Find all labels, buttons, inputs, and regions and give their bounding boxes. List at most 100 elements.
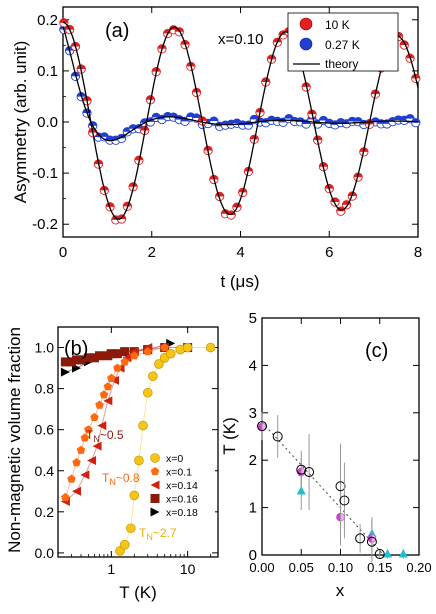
x-tick-label: 0.00 bbox=[249, 560, 274, 575]
marker-fill bbox=[250, 135, 259, 140]
panel-a: 0 2 4 6 8 -0.2 -0.1 0.0 0.1 0.2 (a) x=0.10 10 K 0… bbox=[11, 6, 422, 291]
marker-fill bbox=[151, 113, 161, 118]
marker-fill bbox=[128, 182, 138, 187]
marker-pentagon bbox=[84, 425, 93, 434]
legend-label: x=0.18 bbox=[166, 507, 198, 519]
legend-label: x=0.14 bbox=[166, 480, 198, 492]
y-tick-label: 0.6 bbox=[35, 422, 55, 438]
point bbox=[272, 415, 283, 458]
y-tick-label: 0.2 bbox=[35, 504, 55, 520]
x-tick-label: 0 bbox=[59, 244, 67, 261]
panel-b-legend: x=0 x=0.1x=0.14 x=0.16x=0.18 bbox=[147, 450, 215, 522]
point bbox=[374, 549, 385, 560]
y-tick-label: 0 bbox=[249, 547, 257, 564]
marker-square bbox=[76, 355, 86, 365]
marker-open-circle bbox=[366, 536, 377, 547]
panel-b-frame bbox=[57, 326, 219, 558]
y-tick-label: -0.1 bbox=[32, 165, 58, 182]
marker-pentagon bbox=[80, 433, 90, 442]
marker-triangle-left bbox=[92, 441, 102, 451]
marker-triangle bbox=[296, 486, 306, 495]
marker-fill bbox=[405, 114, 415, 119]
marker-fill bbox=[319, 162, 328, 167]
point-0.27K bbox=[249, 114, 259, 125]
marker-circle bbox=[154, 359, 164, 369]
marker-fill bbox=[250, 115, 259, 120]
panel-a-legend: 10 K 0.27 K theory bbox=[287, 12, 399, 72]
marker-square bbox=[112, 349, 122, 359]
marker-fill bbox=[232, 119, 242, 124]
panel-c-label: (c) bbox=[365, 340, 388, 362]
marker-square bbox=[106, 349, 116, 359]
y-tick-label: 4 bbox=[249, 357, 257, 374]
marker-fill bbox=[325, 184, 334, 189]
tn-label-0.5: TN~0.5 bbox=[86, 428, 124, 444]
y-tick-label: 1.0 bbox=[35, 340, 55, 356]
marker-square bbox=[120, 347, 130, 357]
marker-pentagon bbox=[150, 467, 160, 476]
legend-label: x=0.1 bbox=[166, 467, 192, 479]
marker-open-circle bbox=[335, 481, 346, 492]
marker-triangle-left bbox=[80, 470, 90, 480]
fit-line bbox=[261, 421, 385, 556]
panel-a-annotation: x=0.10 bbox=[218, 31, 263, 48]
marker-half-fill bbox=[336, 513, 341, 522]
marker-triangle-left bbox=[97, 421, 107, 431]
marker-pentagon bbox=[107, 373, 116, 382]
theory-line-10K bbox=[62, 21, 419, 220]
legend-label-027k: 0.27 K bbox=[325, 38, 360, 52]
marker-fill bbox=[353, 117, 363, 122]
x-tick-label: 6 bbox=[325, 244, 333, 261]
x-tick-label: 0.05 bbox=[289, 560, 314, 575]
theory-line-0.27K bbox=[62, 26, 418, 142]
marker-triangle-left bbox=[122, 353, 132, 363]
marker-fill bbox=[267, 54, 276, 60]
point bbox=[398, 549, 408, 559]
legend-label-10k: 10 K bbox=[325, 18, 350, 32]
marker-open-circle bbox=[304, 467, 315, 478]
marker-fill bbox=[134, 156, 144, 161]
marker-fill bbox=[169, 112, 178, 118]
marker-square bbox=[66, 357, 76, 367]
x-tick-label: 4 bbox=[236, 244, 244, 261]
point bbox=[355, 524, 366, 553]
marker-circle bbox=[148, 371, 158, 382]
marker-pentagon bbox=[130, 351, 139, 360]
panel-c-xlabel: x bbox=[336, 581, 345, 600]
panel-a-label: (a) bbox=[105, 20, 129, 42]
marker-circle bbox=[150, 453, 160, 463]
x-tick-label: 8 bbox=[414, 244, 422, 261]
marker-fill bbox=[284, 114, 294, 119]
marker-fill bbox=[76, 64, 86, 69]
x-tick-label: 2 bbox=[148, 244, 156, 261]
panel-b-xlabel: T (K) bbox=[119, 583, 156, 602]
point bbox=[366, 520, 377, 564]
legend-marker-10k bbox=[299, 17, 313, 31]
marker-square bbox=[60, 357, 70, 367]
panel-c-ylabel: T (K) bbox=[220, 417, 239, 454]
marker-triangle bbox=[398, 549, 408, 558]
marker-fill bbox=[319, 116, 328, 121]
legend-label: x=0.16 bbox=[166, 494, 198, 506]
marker-pentagon bbox=[103, 382, 113, 391]
marker-open-circle bbox=[339, 495, 350, 506]
marker-circle bbox=[165, 348, 176, 359]
marker-pentagon bbox=[95, 400, 104, 409]
marker-fill bbox=[313, 135, 322, 141]
point bbox=[257, 411, 267, 441]
point-10K bbox=[134, 155, 144, 165]
marker-pentagon bbox=[76, 445, 86, 454]
x-tick-label: 0.15 bbox=[367, 560, 392, 575]
y-tick-label: 0.4 bbox=[35, 463, 55, 479]
marker-circle bbox=[126, 523, 136, 534]
marker-pentagon bbox=[143, 347, 152, 356]
point bbox=[335, 443, 346, 529]
panel-b-label: (b) bbox=[64, 338, 88, 360]
panel-a-xlabel: t (μs) bbox=[220, 272, 259, 291]
point-0.27K bbox=[411, 118, 421, 128]
y-tick-label: 0.0 bbox=[35, 545, 55, 561]
marker-triangle-right bbox=[60, 367, 70, 377]
marker-triangle-left bbox=[103, 396, 113, 406]
point bbox=[304, 434, 315, 510]
legend-label-theory: theory bbox=[325, 57, 358, 71]
